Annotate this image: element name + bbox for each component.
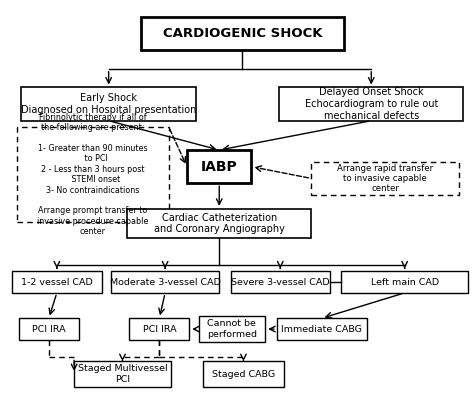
Text: Fibrinolytic therapy if all of
the following are present:

1- Greater than 90 mi: Fibrinolytic therapy if all of the follo… (37, 113, 148, 236)
Text: PCI IRA: PCI IRA (32, 325, 65, 334)
FancyBboxPatch shape (111, 271, 219, 293)
Text: CARDIOGENIC SHOCK: CARDIOGENIC SHOCK (163, 27, 322, 40)
FancyBboxPatch shape (19, 318, 79, 340)
Text: Arrange rapid transfer
to invasive capable
center: Arrange rapid transfer to invasive capab… (337, 164, 433, 193)
FancyBboxPatch shape (199, 316, 265, 342)
Text: Delayed Onset Shock
Echocardiogram to rule out
mechanical defects: Delayed Onset Shock Echocardiogram to ru… (305, 87, 438, 121)
Text: Staged Multivessel
PCI: Staged Multivessel PCI (78, 364, 167, 384)
Text: Staged CABG: Staged CABG (212, 370, 275, 379)
FancyBboxPatch shape (203, 361, 284, 387)
FancyBboxPatch shape (141, 17, 344, 50)
Text: Moderate 3-vessel CAD: Moderate 3-vessel CAD (109, 278, 220, 286)
FancyBboxPatch shape (21, 87, 196, 121)
FancyBboxPatch shape (129, 318, 189, 340)
FancyBboxPatch shape (341, 271, 468, 293)
Text: Cardiac Catheterization
and Coronary Angiography: Cardiac Catheterization and Coronary Ang… (154, 213, 285, 234)
FancyBboxPatch shape (74, 361, 171, 387)
FancyBboxPatch shape (231, 271, 330, 293)
Text: Cannot be
performed: Cannot be performed (207, 320, 257, 339)
FancyBboxPatch shape (277, 318, 367, 340)
Text: 1-2 vessel CAD: 1-2 vessel CAD (21, 278, 93, 286)
Text: Severe 3-vessel CAD: Severe 3-vessel CAD (231, 278, 329, 286)
FancyBboxPatch shape (187, 150, 252, 183)
Text: IABP: IABP (201, 160, 237, 174)
Text: Early Shock
Diagnosed on Hospital presentation: Early Shock Diagnosed on Hospital presen… (21, 93, 196, 115)
FancyBboxPatch shape (12, 271, 102, 293)
Text: PCI IRA: PCI IRA (143, 325, 176, 334)
Text: Immediate CABG: Immediate CABG (281, 325, 362, 334)
FancyBboxPatch shape (279, 87, 464, 121)
FancyBboxPatch shape (127, 209, 311, 238)
FancyBboxPatch shape (17, 126, 169, 223)
FancyBboxPatch shape (311, 162, 459, 195)
Text: Left main CAD: Left main CAD (371, 278, 439, 286)
